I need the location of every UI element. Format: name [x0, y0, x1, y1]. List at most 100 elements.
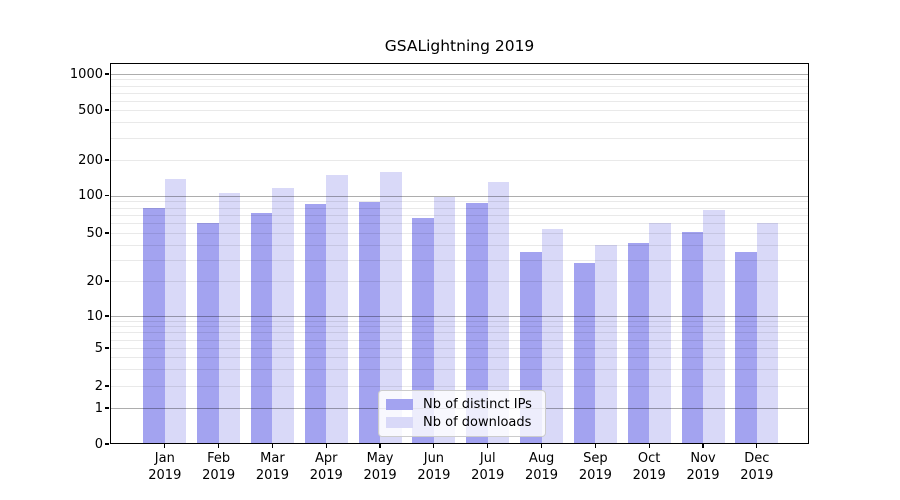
minor-gridline-800: [111, 85, 808, 87]
minor-gridline-300: [111, 137, 808, 139]
minor-gridline-80: [111, 207, 808, 209]
legend-row-downloads: Nb of downloads: [386, 415, 545, 430]
y-tick-mark-1: [105, 407, 109, 409]
legend: Nb of distinct IPs Nb of downloads: [378, 390, 546, 437]
legend-label-distinct-ips: Nb of distinct IPs: [423, 397, 532, 412]
minor-gridline-600: [111, 100, 808, 102]
x-tick-mark-oct: [648, 444, 650, 448]
x-tick-label-mar: Mar 2019: [255, 451, 289, 483]
x-tick-mark-mar: [271, 444, 274, 448]
bar-distinct-ips-nov: [681, 231, 703, 444]
bar-downloads-oct: [649, 223, 671, 444]
chart-title: GSALightning 2019: [384, 37, 535, 55]
x-tick-mark-may: [379, 444, 381, 448]
y-tick-mark-50: [105, 232, 109, 234]
x-tick-mark-sep: [594, 444, 596, 448]
x-tick-mark-apr: [325, 444, 327, 448]
y-tick-label-200: 200: [78, 152, 103, 168]
minor-gridline-400: [111, 122, 808, 124]
y-tick-mark-1000: [105, 73, 109, 75]
legend-swatch-downloads: [386, 417, 413, 428]
y-tick-mark-100: [105, 194, 109, 197]
major-gridline-100: [111, 195, 808, 197]
bar-distinct-ips-jan: [143, 207, 165, 444]
bar-downloads-feb: [218, 193, 241, 444]
y-tick-label-10: 10: [86, 308, 103, 324]
minor-gridline-20: [111, 281, 808, 282]
y-tick-mark-20: [105, 280, 109, 282]
y-tick-mark-2: [105, 385, 109, 387]
x-tick-label-sep: Sep 2019: [578, 451, 612, 483]
y-tick-mark-10: [105, 315, 109, 317]
y-tick-label-50: 50: [86, 225, 103, 241]
y-tick-mark-200: [105, 159, 109, 161]
minor-gridline-40: [111, 244, 808, 246]
x-tick-label-feb: Feb 2019: [202, 451, 236, 483]
x-tick-label-jun: Jun 2019: [417, 451, 451, 483]
bar-downloads-aug: [541, 228, 564, 444]
bar-distinct-ips-sep: [573, 263, 596, 444]
minor-gridline-6: [111, 339, 808, 341]
bar-distinct-ips-jul: [466, 203, 488, 444]
bar-downloads-sep: [595, 244, 617, 444]
x-tick-mark-jul: [487, 444, 489, 448]
minor-gridline-2: [111, 386, 808, 387]
x-tick-label-aug: Aug 2019: [524, 451, 559, 483]
bar-distinct-ips-dec: [735, 251, 757, 444]
y-tick-label-1000: 1000: [69, 66, 103, 82]
major-gridline-1000: [111, 74, 808, 75]
bar-downloads-apr: [326, 175, 348, 444]
minor-gridline-500: [111, 110, 808, 111]
y-tick-label-2: 2: [94, 378, 103, 394]
x-tick-label-oct: Oct 2019: [632, 451, 666, 483]
y-tick-label-20: 20: [86, 273, 103, 289]
bar-downloads-dec: [756, 223, 779, 444]
x-tick-mark-aug: [540, 444, 543, 448]
y-tick-label-0: 0: [94, 436, 103, 452]
bar-distinct-ips-apr: [304, 204, 327, 444]
x-tick-label-nov: Nov 2019: [686, 451, 720, 483]
x-tick-label-may: May 2019: [363, 451, 397, 483]
major-gridline-10: [111, 316, 808, 317]
minor-gridline-700: [111, 92, 808, 94]
minor-gridline-4: [111, 357, 808, 359]
x-tick-mark-jun: [433, 444, 435, 448]
minor-gridline-900: [111, 79, 808, 81]
bar-distinct-ips-may: [358, 202, 381, 444]
x-tick-label-dec: Dec 2019: [740, 451, 774, 483]
bar-distinct-ips-feb: [197, 223, 219, 444]
bar-distinct-ips-jun: [412, 217, 434, 444]
bar-downloads-may: [380, 172, 402, 444]
bar-downloads-jan: [164, 179, 187, 444]
legend-row-distinct-ips: Nb of distinct IPs: [386, 397, 545, 412]
minor-gridline-90: [111, 201, 808, 203]
bar-downloads-mar: [272, 187, 294, 444]
bar-downloads-nov: [703, 209, 725, 444]
minor-gridline-70: [111, 214, 808, 216]
minor-gridline-3: [111, 369, 808, 371]
bar-distinct-ips-mar: [250, 212, 273, 444]
x-tick-label-jan: Jan 2019: [148, 451, 182, 483]
minor-gridline-30: [111, 259, 808, 261]
y-tick-mark-0: [105, 443, 109, 445]
x-tick-label-jul: Jul 2019: [471, 451, 505, 483]
bar-downloads-jul: [487, 182, 510, 444]
x-tick-mark-feb: [218, 444, 220, 448]
x-tick-mark-jan: [164, 444, 166, 448]
y-tick-label-100: 100: [78, 188, 103, 203]
minor-gridline-9: [111, 320, 808, 322]
minor-gridline-200: [111, 160, 808, 161]
x-tick-mark-dec: [756, 444, 758, 448]
bar-downloads-jun: [433, 196, 456, 444]
x-tick-label-apr: Apr 2019: [309, 451, 343, 483]
y-tick-mark-5: [105, 347, 109, 349]
minor-gridline-60: [111, 223, 808, 225]
minor-gridline-8: [111, 326, 808, 328]
y-tick-label-5: 5: [94, 340, 103, 356]
bar-distinct-ips-oct: [627, 243, 650, 444]
legend-swatch-distinct-ips: [386, 399, 413, 410]
y-tick-label-500: 500: [78, 102, 103, 118]
legend-label-downloads: Nb of downloads: [423, 415, 532, 430]
y-tick-label-1: 1: [94, 400, 103, 416]
